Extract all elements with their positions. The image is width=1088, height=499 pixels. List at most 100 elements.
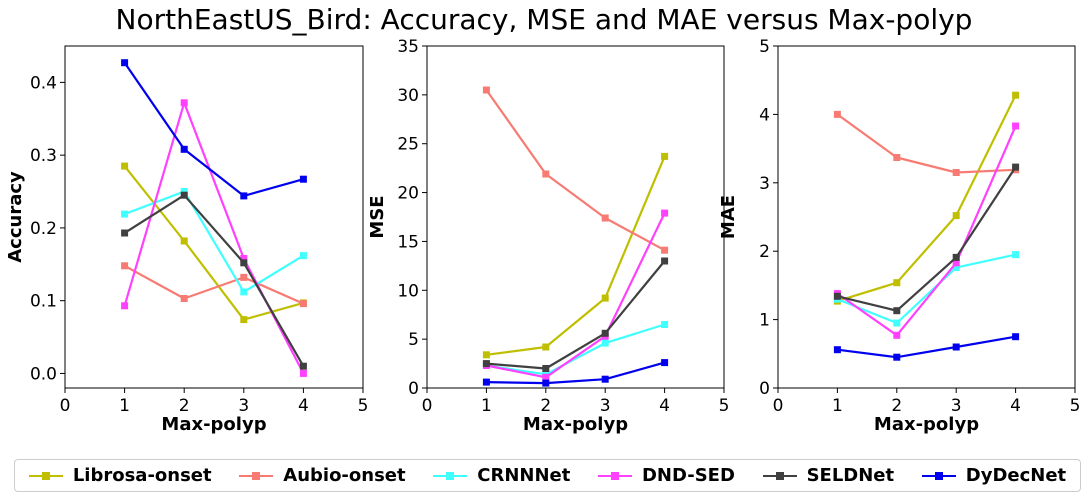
data-point [893,154,901,161]
x-tick-label: 0 [422,396,433,416]
legend-label: Librosa-onset [72,465,212,486]
y-tick-label: 0.3 [30,146,57,166]
data-point [542,343,550,351]
data-point [299,300,307,308]
series-line [124,194,305,367]
y-tick-label: 0.2 [30,219,57,239]
legend-item: SELDNet [762,465,894,486]
y-axis-label: Accuracy [5,171,26,263]
x-tick-label: 2 [891,396,902,416]
series-dydecnet [121,59,307,200]
legend-swatch [28,469,63,483]
series-librosa-onset [482,152,669,359]
series-dnd-sed [833,122,1020,339]
series-crnnnet [833,251,1020,327]
series-librosa-onset [833,91,1020,305]
data-point [661,209,669,217]
x-tick-label: 4 [298,396,309,416]
y-tick-label: 15 [397,232,419,252]
data-point [542,373,550,381]
y-tick-label: 10 [397,281,419,301]
x-tick-label: 1 [832,396,843,416]
data-point [121,162,129,170]
x-tick-label: 5 [1070,396,1081,416]
series-line [124,264,304,305]
y-axis-label: MAE [718,195,739,239]
series-line [837,335,1016,359]
legend: Librosa-onset Aubio-onset CRNNNet DND-SED SE… [14,459,1081,492]
legend-swatch [762,469,797,483]
data-point [121,302,129,310]
data-point [893,307,901,315]
legend-marker [610,471,619,480]
x-tick-label: 2 [179,396,190,416]
x-tick-label: 3 [600,396,611,416]
data-point [833,110,841,118]
data-point [482,86,490,94]
x-tick-label: 3 [951,396,962,416]
y-tick-label: 0.4 [30,73,57,93]
series-line [485,89,666,252]
data-point [240,316,248,324]
y-tick-label: 5 [408,330,419,350]
series-dydecnet [482,359,669,387]
series-line [123,101,305,374]
x-axis-label: Max-polyp [523,414,628,435]
series-line [486,155,666,356]
data-point [661,321,669,328]
data-point [542,170,550,178]
data-point [661,246,669,254]
axes-frame [777,45,1076,389]
data-point [952,264,960,272]
data-point [952,259,960,267]
data-point [180,295,188,302]
series-aubio-onset [121,262,307,308]
data-point [952,253,960,261]
series-line [836,113,1016,174]
data-point [1012,91,1020,99]
data-point [952,212,960,220]
axes-2: 0 1 2 3 4 5 0 5 10 15 20 25 30 35 Max-polyp MSE [367,37,729,435]
series-line [837,166,1017,312]
series-line [836,125,1017,337]
x-tick-label: 5 [719,396,730,416]
series-seldnet [482,257,669,372]
data-point [893,353,901,361]
data-point [482,378,490,386]
x-tick-label: 0 [773,396,784,416]
data-point [1012,333,1020,341]
x-tick-label: 5 [358,396,369,416]
data-point [1012,251,1020,259]
data-point [833,292,841,300]
y-tick-label: 2 [759,242,770,262]
data-point [299,362,307,370]
data-point [121,262,129,270]
y-tick-label: 0.1 [30,292,57,312]
data-point [180,145,188,153]
x-tick-label: 0 [60,396,71,416]
legend-item: DND-SED [597,465,735,486]
x-tick-label: 3 [238,396,249,416]
x-tick-label: 1 [481,396,492,416]
series-line [486,212,666,379]
legend-marker [252,471,261,480]
legend-marker [934,471,943,480]
axes-1: 0 1 2 3 4 5 0.0 0.1 0.2 0.3 0.4 Max-polyp Accuracy [5,45,369,435]
data-point [661,152,669,160]
data-point [180,99,188,107]
data-point [601,329,609,337]
data-point [482,351,490,359]
data-point [601,375,609,383]
data-point [893,319,901,327]
y-tick-label: 20 [397,184,419,204]
series-line [837,94,1017,303]
axes-frame [64,45,364,389]
data-point [482,360,490,368]
data-point [121,59,129,67]
x-tick-label: 4 [1010,396,1021,416]
data-point [240,255,248,262]
x-axis-label: Max-polyp [874,414,979,435]
data-point [121,210,129,218]
data-point [601,294,609,302]
